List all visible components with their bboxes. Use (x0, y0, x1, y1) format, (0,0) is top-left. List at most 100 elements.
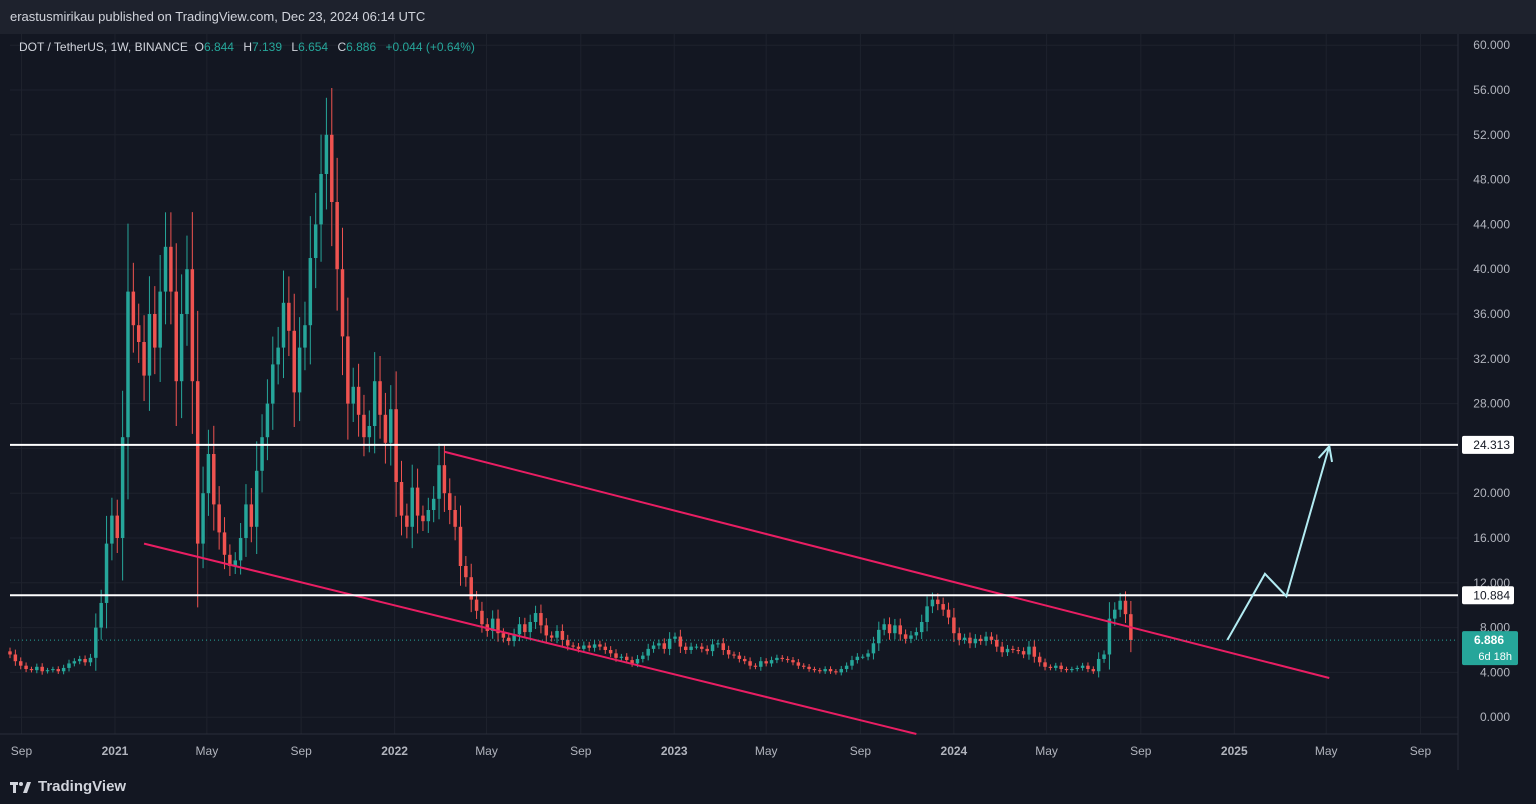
candle-body (850, 660, 854, 666)
candle-body (276, 347, 280, 365)
candle-body (748, 661, 752, 666)
candle-body (442, 465, 447, 494)
candle-body (587, 645, 591, 648)
high-value: 7.139 (252, 40, 283, 54)
candle-body (383, 414, 388, 443)
x-tick-label: Sep (11, 744, 33, 758)
candle-body (142, 342, 146, 376)
candle-body (1080, 665, 1085, 668)
candle-body (51, 669, 55, 671)
candle-body (67, 663, 71, 668)
candle-body (265, 403, 270, 438)
candle-body (903, 634, 908, 639)
candle-body (528, 622, 532, 633)
candle-body (1118, 600, 1122, 610)
candle-body (104, 543, 109, 603)
candle-body (480, 610, 484, 625)
candle-body (909, 635, 913, 639)
candle-body (507, 637, 511, 642)
projection-path (1226, 445, 1331, 641)
candle-body (72, 661, 77, 664)
x-tick-label: Sep (570, 744, 592, 758)
brand[interactable]: TradingView (10, 778, 126, 795)
candle-body (812, 669, 817, 671)
candle-body (174, 291, 178, 382)
candle-body (673, 636, 677, 639)
candle-body (448, 493, 452, 510)
candle-body (555, 630, 559, 638)
last-price-label: 6.886 (1474, 633, 1504, 647)
publisher-info: erastusmirikau published on TradingView.… (10, 9, 426, 24)
candle-body (667, 638, 672, 649)
candle-body (40, 666, 44, 672)
candle-body (742, 658, 747, 662)
candle-body (887, 624, 892, 634)
candle-body (56, 669, 61, 672)
x-tick-label: 2022 (381, 744, 408, 758)
symbol-name: DOT / TetherUS, 1W, BINANCE (19, 40, 188, 54)
candle-body (217, 504, 221, 533)
candle-body (866, 653, 870, 657)
candle-body (957, 633, 961, 640)
candle-body (705, 648, 709, 652)
candle-body (823, 669, 827, 672)
candle-body (399, 482, 404, 516)
y-tick-label: 16.000 (1473, 531, 1510, 545)
candle-body (501, 633, 506, 638)
candle-body (94, 627, 98, 658)
candle-body (753, 665, 758, 667)
candle-body (780, 657, 785, 659)
candle-body (1070, 669, 1074, 671)
candle-body (421, 515, 425, 522)
candle-body (1064, 669, 1069, 671)
candle-body (936, 599, 940, 605)
candle-body (769, 660, 774, 664)
candle-body (158, 291, 162, 348)
candle-body (566, 639, 570, 646)
candle-body (335, 202, 339, 270)
x-tick-label: May (475, 744, 498, 758)
candle-body (1021, 651, 1026, 655)
candle-body (1000, 646, 1004, 653)
candle-body (726, 650, 731, 655)
candle-body (700, 646, 704, 649)
chart-area[interactable]: 60.000 56.000 52.000 48.000 44.000 40.000 36.0… (0, 34, 1536, 770)
candle-body (340, 269, 345, 337)
tradingview-logo-icon (10, 781, 31, 793)
candle-body (946, 609, 951, 618)
candle-body (45, 670, 50, 672)
candle-body (871, 643, 876, 654)
candle-body (136, 325, 141, 342)
candle-body (367, 426, 372, 438)
candle-body (212, 454, 216, 505)
candle-body (775, 657, 779, 661)
candle-body (99, 602, 103, 628)
y-tick-label: 56.000 (1473, 83, 1510, 97)
candle-body (287, 302, 291, 331)
candle-body (319, 174, 323, 225)
candle-body (185, 269, 189, 314)
candle-body (1075, 667, 1079, 670)
candle-body (1005, 648, 1010, 653)
candle-body (61, 667, 66, 672)
candle-body (437, 465, 441, 499)
candle-body (828, 669, 833, 672)
candle-body (351, 386, 355, 404)
candle-body (941, 604, 945, 610)
candle-body (29, 669, 34, 671)
candle-body (968, 637, 972, 644)
bar-countdown-label: 6d 18h (1478, 651, 1512, 663)
x-tick-label: May (1035, 744, 1058, 758)
x-tick-label: Sep (1410, 744, 1432, 758)
y-tick-label: 44.000 (1473, 217, 1510, 231)
x-tick-label: May (196, 744, 219, 758)
candle-body (254, 470, 259, 527)
candle-body (308, 258, 313, 326)
price-chart[interactable]: 60.000 56.000 52.000 48.000 44.000 40.000 36.0… (0, 34, 1536, 770)
candle-body (83, 658, 87, 663)
high-label: H (243, 40, 252, 54)
candle-body (844, 665, 849, 670)
candle-body (1113, 609, 1117, 619)
candle-body (362, 414, 366, 438)
channel-upper-trendline (444, 450, 1330, 679)
